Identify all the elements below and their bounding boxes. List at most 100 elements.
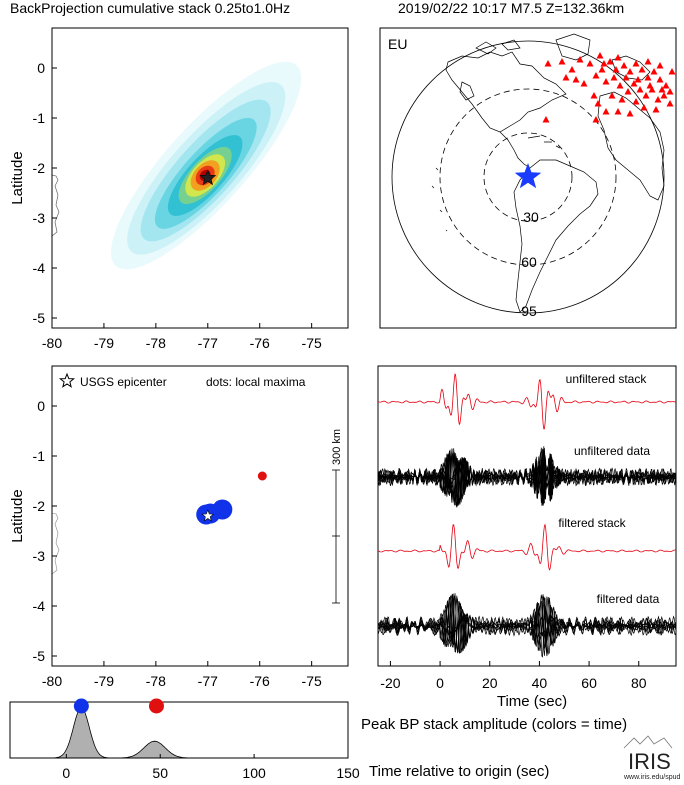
iris-logo-text: IRIS: [628, 749, 671, 774]
trace-label-filtered-data: filtered data: [597, 592, 660, 606]
trace-filtered-data: [377, 593, 677, 655]
south-america-outline: [513, 159, 599, 313]
scale-bar-label: 300 km: [331, 429, 343, 465]
x-tick-label: -80: [42, 335, 62, 351]
legend-epicenter-label: USGS epicenter: [80, 375, 167, 389]
station-triangle-icon: [620, 62, 628, 69]
x-tick-label: -77: [198, 673, 218, 689]
station-map-panel: EU 30 60 95: [379, 27, 677, 329]
station-triangle-icon: [544, 60, 552, 67]
y-tick-label: -2: [33, 160, 46, 176]
station-triangle-icon: [590, 92, 598, 99]
station-triangle-icon: [606, 58, 614, 65]
station-triangle-icon: [594, 100, 602, 107]
x-tick-label: 150: [336, 765, 360, 781]
station-triangle-icon: [666, 88, 674, 95]
station-triangle-icon: [630, 80, 638, 87]
peak-amplitude-panel: 0 50 100 150 Peak BP stack amplitude (color…: [9, 698, 627, 781]
station-triangle-icon: [598, 66, 606, 73]
x-tick-label: -75: [302, 673, 322, 689]
trace-unfiltered-data: [377, 447, 677, 506]
ring-label-60: 60: [521, 254, 537, 270]
trace-label-unfiltered-stack: unfiltered stack: [566, 372, 648, 386]
station-markers: [542, 52, 676, 123]
seismogram-xlabel: Time (sec): [497, 693, 567, 710]
station-triangle-icon: [656, 62, 664, 69]
x-tick-label: -76: [250, 335, 270, 351]
station-triangle-icon: [638, 66, 646, 73]
station-triangle-icon: [568, 66, 576, 73]
amplitude-peak-marker: [73, 698, 89, 714]
station-triangle-icon: [592, 72, 600, 79]
station-triangle-icon: [668, 68, 676, 75]
ring-label-95: 95: [521, 303, 537, 319]
station-triangle-icon: [558, 58, 566, 65]
y-tick-label: 0: [37, 60, 45, 76]
station-triangle-icon: [572, 76, 580, 83]
trace-unfiltered-stack: [377, 373, 677, 430]
event-info: 2019/02/22 10:17 M7.5 Z=132.36km: [398, 0, 624, 16]
station-triangle-icon: [576, 56, 584, 63]
figure-title: BackProjection cumulative stack 0.25to1.…: [10, 0, 290, 16]
station-triangle-icon: [612, 66, 620, 73]
station-triangle-icon: [662, 82, 670, 89]
station-triangle-icon: [644, 58, 652, 65]
x-tick-label: 0: [62, 765, 70, 781]
y-tick-label: -1: [33, 110, 46, 126]
peak-amplitude-title: Peak BP stack amplitude (colors = time): [361, 716, 627, 733]
local-maxima-points: [196, 471, 267, 525]
x-tick-label: -79: [94, 673, 114, 689]
local-maxima-panel: -80 -79 -78 -77 -76 -75 0 -1 -2 -3 -4 -5 Latitude U…: [9, 365, 349, 689]
network-label: EU: [388, 36, 407, 52]
station-triangle-icon: [666, 100, 674, 107]
stack-heatmap-panel: -80 -79 -78 -77 -76 -75 0 -1 -2 -3 -4 -5 Latitude: [9, 27, 349, 351]
seismogram-frame: [377, 365, 677, 667]
north-america-outline: [445, 39, 567, 133]
station-map-frame: [379, 27, 677, 329]
x-tick-label: -20: [380, 675, 400, 691]
station-triangle-icon: [650, 68, 658, 75]
station-triangle-icon: [640, 104, 648, 111]
station-triangle-icon: [646, 82, 654, 89]
station-triangle-icon: [580, 80, 588, 87]
trace-label-filtered-stack: filtered stack: [558, 516, 626, 530]
trace-filtered-stack: [377, 523, 677, 571]
x-tick-label: 100: [242, 765, 266, 781]
station-triangle-icon: [654, 96, 662, 103]
trace-unfiltered-data: [377, 446, 677, 506]
seismogram-panel: unfiltered stack unfiltered data filtere…: [377, 365, 677, 710]
peak-amplitude-frame: [9, 701, 349, 759]
x-tick-label: -78: [146, 673, 166, 689]
station-triangle-icon: [642, 92, 650, 99]
y-tick-label: -4: [33, 598, 46, 614]
x-tick-label: -78: [146, 335, 166, 351]
x-tick-label: -75: [302, 335, 322, 351]
ring-30: [483, 132, 573, 222]
local-maxima-frame: [51, 365, 349, 667]
local-maximum-point: [257, 471, 267, 481]
iris-logo-url: www.iris.edu/spud: [623, 774, 681, 781]
station-triangle-icon: [648, 86, 656, 93]
africa-europe-outline: [597, 55, 665, 201]
amplitude-area: [47, 707, 217, 759]
station-triangle-icon: [626, 68, 634, 75]
epicenter-star-icon: [199, 169, 217, 186]
station-triangle-icon: [610, 74, 618, 81]
station-triangle-icon: [644, 74, 652, 81]
amplitude-peak-marker: [148, 698, 164, 714]
station-triangle-icon: [616, 82, 624, 89]
station-triangle-icon: [592, 116, 600, 123]
station-triangle-icon: [586, 60, 594, 67]
station-triangle-icon: [618, 96, 626, 103]
station-triangle-icon: [622, 74, 630, 81]
legend-dots-label: dots: local maxima: [206, 375, 306, 389]
station-triangle-icon: [614, 108, 622, 115]
station-triangle-icon: [626, 110, 634, 117]
station-triangle-icon: [658, 86, 666, 93]
station-triangle-icon: [636, 86, 644, 93]
stack-ylabel: Latitude: [9, 151, 26, 204]
station-triangle-icon: [632, 98, 640, 105]
legend-star-icon: [58, 372, 76, 388]
y-tick-label: -5: [33, 648, 46, 664]
station-triangle-icon: [624, 88, 632, 95]
